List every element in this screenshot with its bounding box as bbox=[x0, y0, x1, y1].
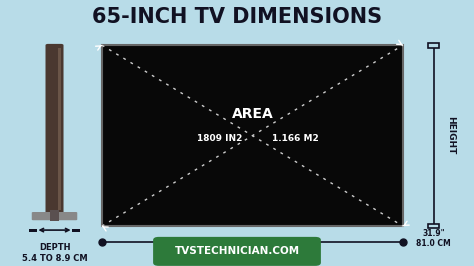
Text: 31.9"
81.0 CM: 31.9" 81.0 CM bbox=[416, 229, 451, 248]
Text: 1.166 M2: 1.166 M2 bbox=[272, 134, 319, 143]
Text: 1809 IN2: 1809 IN2 bbox=[197, 134, 242, 143]
FancyBboxPatch shape bbox=[46, 44, 64, 214]
Bar bbox=[72, 229, 80, 231]
Bar bbox=[428, 43, 439, 48]
Text: 65-INCH TV DIMENSIONS: 65-INCH TV DIMENSIONS bbox=[92, 7, 382, 27]
Bar bbox=[428, 224, 439, 228]
Text: HEIGHT: HEIGHT bbox=[446, 117, 455, 155]
Text: WIDTH  56.7", 144.0 CM: WIDTH 56.7", 144.0 CM bbox=[191, 250, 313, 259]
Text: DEPTH
5.4 TO 8.9 CM: DEPTH 5.4 TO 8.9 CM bbox=[22, 243, 87, 263]
Text: TVSTECHNICIAN.COM: TVSTECHNICIAN.COM bbox=[174, 246, 300, 256]
Bar bbox=[58, 48, 61, 210]
Bar bbox=[102, 45, 403, 226]
FancyBboxPatch shape bbox=[32, 212, 77, 220]
Bar bbox=[50, 210, 59, 221]
Text: AREA: AREA bbox=[231, 107, 273, 121]
FancyBboxPatch shape bbox=[153, 237, 321, 266]
Bar bbox=[29, 229, 37, 231]
